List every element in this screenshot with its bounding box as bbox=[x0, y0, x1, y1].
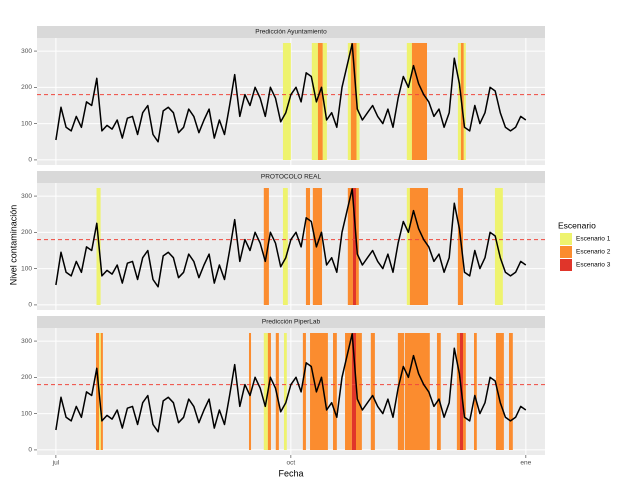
y-tick-label: 200 bbox=[21, 84, 32, 91]
scenario-band bbox=[356, 333, 362, 450]
scenario-band bbox=[248, 333, 252, 450]
scenario-band bbox=[356, 43, 360, 160]
legend-label: Escenario 2 bbox=[576, 249, 611, 256]
scenario-band bbox=[508, 333, 513, 450]
scenario-band bbox=[267, 333, 271, 450]
panel-title: PROTOCOLO REAL bbox=[261, 174, 322, 181]
scenario-band bbox=[460, 43, 464, 160]
scenario-band bbox=[283, 333, 287, 450]
scenario-band bbox=[322, 43, 327, 160]
scenario-band bbox=[282, 188, 288, 305]
legend-key bbox=[560, 259, 572, 271]
y-tick-label: 300 bbox=[21, 193, 32, 200]
scenario-band bbox=[311, 43, 318, 160]
legend-label: Escenario 1 bbox=[576, 236, 611, 243]
strip bbox=[37, 316, 545, 328]
scenario-band bbox=[275, 333, 279, 450]
scenario-band bbox=[333, 333, 337, 450]
pollution-line bbox=[55, 333, 527, 433]
scenario-band bbox=[404, 333, 430, 450]
scenario-band bbox=[457, 188, 464, 305]
scenario-band bbox=[351, 333, 357, 450]
y-tick-label: 300 bbox=[21, 48, 32, 55]
y-tick-label: 100 bbox=[21, 410, 32, 417]
scenario-band bbox=[494, 188, 503, 305]
scenario-band bbox=[345, 333, 352, 450]
scenario-band bbox=[350, 43, 357, 160]
pollution-line bbox=[55, 43, 527, 143]
scenario-band bbox=[302, 333, 306, 450]
scenario-band bbox=[409, 188, 429, 305]
panel-title: Predicción PiperLab bbox=[262, 319, 321, 326]
scenario-band bbox=[317, 43, 323, 160]
y-tick-label: 0 bbox=[28, 447, 32, 454]
panel-title: Predicción Ayuntamiento bbox=[255, 29, 327, 36]
scenario-band bbox=[310, 333, 328, 450]
scenario-band bbox=[100, 333, 103, 450]
scenario-band bbox=[370, 333, 375, 450]
x-tick-label: oct bbox=[287, 460, 296, 467]
scenario-band bbox=[352, 188, 357, 305]
scenario-band bbox=[436, 333, 441, 450]
pollution-line bbox=[55, 188, 527, 288]
scenario-band bbox=[495, 333, 504, 450]
scenario-band bbox=[457, 43, 461, 160]
scenario-band bbox=[463, 43, 466, 160]
legend-key bbox=[560, 246, 572, 258]
scenario-band bbox=[406, 43, 412, 160]
x-tick-label: ene bbox=[520, 460, 531, 467]
scenario-band bbox=[347, 43, 351, 160]
strip bbox=[37, 26, 545, 38]
scenario-band bbox=[406, 188, 410, 305]
legend-title: Escenario bbox=[558, 220, 596, 230]
scenario-band bbox=[397, 333, 405, 450]
y-axis-title: Nivel contaminación bbox=[8, 205, 18, 286]
scenario-band bbox=[263, 333, 268, 450]
y-tick-label: 300 bbox=[21, 338, 32, 345]
x-axis-title: Fecha bbox=[278, 468, 303, 478]
scenario-band bbox=[473, 333, 477, 450]
y-tick-label: 200 bbox=[21, 374, 32, 381]
scenario-band bbox=[456, 333, 460, 450]
scenario-band bbox=[282, 43, 291, 160]
scenario-band bbox=[305, 188, 311, 305]
strip bbox=[37, 171, 545, 183]
scenario-band bbox=[463, 333, 466, 450]
legend-key bbox=[560, 233, 572, 245]
scenario-band bbox=[411, 43, 428, 160]
scenario-band bbox=[347, 188, 353, 305]
y-tick-label: 0 bbox=[28, 157, 32, 164]
y-tick-label: 100 bbox=[21, 120, 32, 127]
x-tick-label: jul bbox=[52, 460, 60, 467]
scenario-band bbox=[95, 333, 100, 450]
y-tick-label: 100 bbox=[21, 265, 32, 272]
legend-label: Escenario 3 bbox=[576, 262, 611, 269]
scenario-band bbox=[99, 333, 101, 450]
scenario-band bbox=[312, 188, 323, 305]
scenario-band bbox=[263, 188, 269, 305]
y-tick-label: 200 bbox=[21, 229, 32, 236]
y-tick-label: 0 bbox=[28, 302, 32, 309]
